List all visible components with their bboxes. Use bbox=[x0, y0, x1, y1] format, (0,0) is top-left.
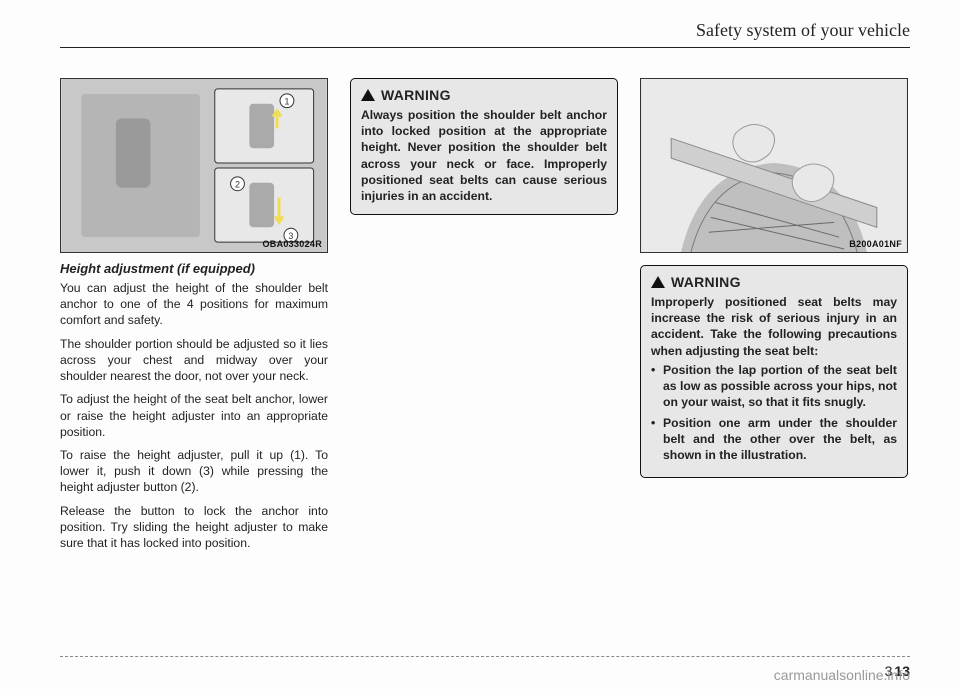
subheading-height-adjustment: Height adjustment (if equipped) bbox=[60, 261, 328, 276]
paragraph: To adjust the height of the seat belt an… bbox=[60, 391, 328, 440]
figure-height-adjuster: 1 2 3 OBA033024R bbox=[60, 78, 328, 253]
column-3: B200A01NF WARNING Improperly positioned … bbox=[640, 78, 908, 558]
manual-page: Safety system of your vehicle 1 2 bbox=[0, 0, 960, 689]
chapter-title: Safety system of your vehicle bbox=[696, 20, 910, 40]
paragraph: You can adjust the height of the shoulde… bbox=[60, 280, 328, 329]
warning-list-item: Position the lap portion of the seat bel… bbox=[651, 362, 897, 411]
warning-list-item: Position one arm under the shoulder belt… bbox=[651, 415, 897, 464]
warning-intro: Improperly positioned seat belts may inc… bbox=[651, 294, 897, 359]
page-footer: 313 bbox=[60, 656, 910, 661]
lap-belt-illustration bbox=[641, 79, 907, 252]
warning-title: WARNING bbox=[671, 274, 741, 290]
figure-lap-belt: B200A01NF bbox=[640, 78, 908, 253]
warning-header: WARNING bbox=[361, 87, 607, 103]
paragraph: Release the button to lock the anchor in… bbox=[60, 503, 328, 552]
warning-title: WARNING bbox=[381, 87, 451, 103]
svg-text:1: 1 bbox=[284, 97, 289, 107]
warning-box-shoulder-belt: WARNING Always position the shoulder bel… bbox=[350, 78, 618, 215]
warning-text: Always position the shoulder belt anchor… bbox=[361, 107, 607, 204]
warning-header: WARNING bbox=[651, 274, 897, 290]
warning-icon bbox=[651, 276, 665, 288]
body-text-col1: You can adjust the height of the shoulde… bbox=[60, 280, 328, 551]
warning-icon bbox=[361, 89, 375, 101]
figure-code: OBA033024R bbox=[262, 239, 322, 249]
warning-list: Position the lap portion of the seat bel… bbox=[651, 362, 897, 463]
figure-code: B200A01NF bbox=[849, 239, 902, 249]
watermark: carmanualsonline.info bbox=[774, 667, 910, 683]
content-columns: 1 2 3 OBA033024R Height adjustment (if e… bbox=[60, 78, 910, 558]
column-1: 1 2 3 OBA033024R Height adjustment (if e… bbox=[60, 78, 328, 558]
height-adjuster-illustration: 1 2 3 bbox=[61, 79, 327, 252]
svg-text:2: 2 bbox=[235, 180, 240, 190]
warning-box-lap-belt: WARNING Improperly positioned seat belts… bbox=[640, 265, 908, 478]
page-header: Safety system of your vehicle bbox=[60, 20, 910, 48]
column-2: WARNING Always position the shoulder bel… bbox=[350, 78, 618, 558]
paragraph: To raise the height adjuster, pull it up… bbox=[60, 447, 328, 496]
paragraph: The shoulder portion should be adjusted … bbox=[60, 336, 328, 385]
